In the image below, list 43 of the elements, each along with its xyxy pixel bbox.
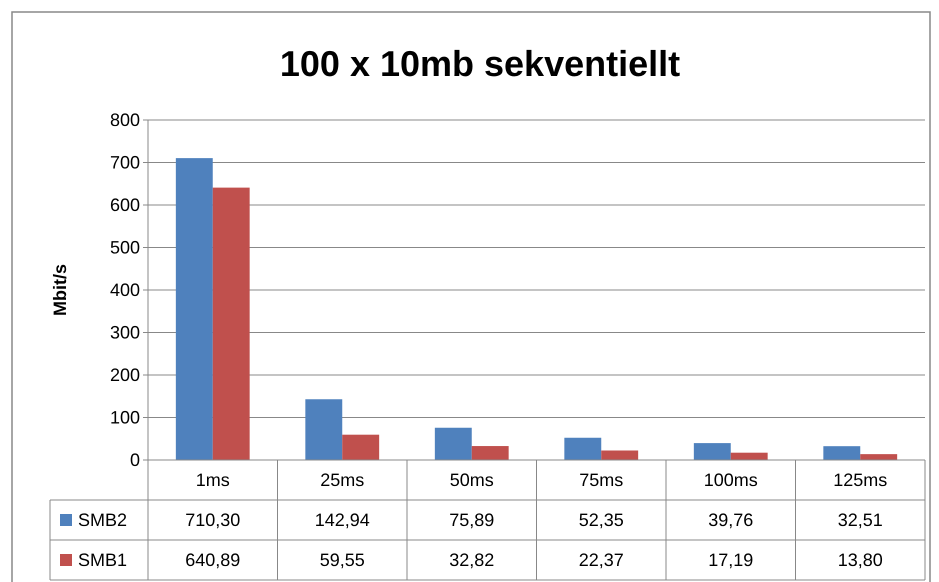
data-label: 640,89: [185, 550, 240, 570]
bar: [472, 446, 509, 460]
x-tick-label: 75ms: [579, 470, 624, 490]
x-tick-label: 100ms: [704, 470, 758, 490]
chart-title: 100 x 10mb sekventiellt: [280, 43, 680, 84]
y-tick-label: 400: [110, 280, 140, 300]
bar: [434, 428, 472, 460]
bar: [564, 438, 602, 460]
bar: [730, 452, 768, 460]
data-label: 17,19: [708, 550, 754, 570]
bar: [694, 443, 731, 460]
data-label: 32,51: [838, 510, 883, 530]
y-tick-label: 600: [110, 194, 140, 215]
y-tick-label: 500: [110, 237, 140, 258]
data-label: 710,30: [185, 510, 240, 530]
y-tick-label: 700: [110, 152, 140, 172]
data-label: 13,80: [838, 550, 883, 570]
y-tick-label: 300: [110, 322, 140, 342]
data-label: 22,37: [578, 550, 624, 570]
y-axis-title: Mbit/s: [50, 264, 70, 316]
x-tick-label: 25ms: [320, 470, 364, 490]
x-tick-label: 125ms: [833, 470, 888, 490]
bar: [823, 446, 860, 460]
y-tick-label: 100: [110, 407, 140, 428]
data-label: 142,94: [314, 510, 370, 530]
data-label: 59,55: [320, 550, 365, 570]
x-tick-label: 1ms: [196, 470, 230, 490]
data-label: 52,35: [578, 510, 624, 530]
bar: [305, 399, 342, 460]
data-label: 75,89: [449, 510, 494, 530]
bar: [212, 188, 250, 460]
legend-label: SMB2: [78, 510, 128, 530]
y-tick-label: 0: [130, 450, 140, 470]
data-label: 39,76: [708, 510, 754, 530]
x-tick-label: 50ms: [450, 470, 494, 490]
data-label: 32,82: [449, 550, 494, 570]
bar: [601, 450, 638, 460]
bar: [342, 434, 380, 460]
bar: [860, 454, 898, 460]
bar: [176, 158, 213, 460]
legend-label: SMB1: [78, 550, 128, 570]
y-tick-label: 200: [110, 364, 140, 385]
y-tick-label: 800: [110, 110, 140, 130]
